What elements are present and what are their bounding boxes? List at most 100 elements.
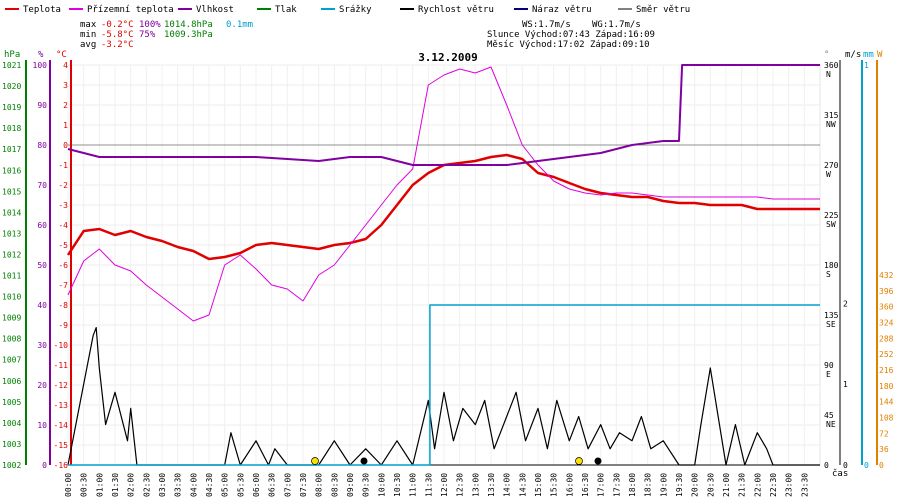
time-tick-15: 07:30 (299, 473, 308, 497)
stat-max-rain: 0.1mm (226, 20, 253, 30)
moonset-icon (360, 457, 368, 465)
time-tick-14: 07:00 (283, 473, 292, 497)
moonrise-icon (594, 457, 602, 465)
temp-tick-5: -1 (58, 161, 68, 170)
time-tick-19: 09:30 (362, 473, 371, 497)
time-tick-12: 06:00 (252, 473, 261, 497)
stat-min-press: 1009.3hPa (164, 30, 213, 40)
stat-max-press: 1014.8hPa (164, 20, 213, 30)
legend-label-2: Vlhkost (196, 5, 234, 15)
dir-tick-deg-4: 180 (824, 261, 839, 270)
dir-tick-name-1: NW (826, 120, 836, 129)
hpa-tick-0: 1021 (2, 61, 21, 70)
temp-tick-14: -10 (54, 341, 69, 350)
chart-title: 3.12.2009 (418, 51, 478, 64)
temp-unit-label: °C (56, 50, 67, 60)
time-unit-label: čas (832, 468, 848, 479)
dir-tick-deg-6: 90 (824, 361, 834, 370)
hpa-tick-5: 1016 (2, 166, 21, 175)
dir-tick-name-2: W (826, 170, 831, 179)
mm-tick-1: 0 (864, 461, 869, 470)
time-tick-40: 20:00 (691, 473, 700, 497)
temp-tick-0: 4 (63, 61, 68, 70)
temp-tick-18: -14 (54, 421, 69, 430)
hum-tick-0: 100 (33, 61, 48, 70)
legend-label-0: Teplota (23, 5, 61, 15)
hpa-tick-13: 1008 (2, 335, 21, 344)
mm-unit-label: mm (863, 50, 874, 60)
hum-tick-2: 80 (37, 141, 47, 150)
temp-tick-7: -3 (58, 201, 68, 210)
temp-tick-19: -15 (54, 441, 69, 450)
series-line-2 (67, 64, 820, 166)
time-tick-20: 10:00 (377, 473, 386, 497)
stats-block: max -0.2°C 100% 1014.8hPa 0.1mm min -5.8… (80, 20, 655, 50)
w-tick-6: 216 (879, 366, 894, 375)
hpa-tick-7: 1014 (2, 208, 21, 217)
temp-tick-9: -5 (58, 241, 68, 250)
left-axes: 1021102010191018101710161015101410131012… (2, 60, 72, 470)
time-tick-33: 16:30 (581, 473, 590, 497)
hum-tick-7: 30 (37, 341, 47, 350)
time-tick-45: 22:30 (769, 473, 778, 497)
dir-tick-deg-8: 0 (824, 461, 829, 470)
dir-tick-deg-2: 270 (824, 161, 839, 170)
w-tick-2: 360 (879, 303, 894, 312)
stat-avg-temp: -3.2°C (101, 40, 134, 50)
w-tick-0: 432 (879, 271, 894, 280)
hum-tick-3: 70 (37, 181, 47, 190)
time-tick-17: 08:30 (330, 473, 339, 497)
stat-max-hum: 100% (139, 20, 161, 30)
hpa-tick-6: 1015 (2, 187, 21, 196)
time-tick-24: 12:00 (440, 473, 449, 497)
time-tick-9: 04:30 (205, 473, 214, 497)
hum-tick-10: 0 (42, 461, 47, 470)
w-tick-1: 396 (879, 287, 894, 296)
w-tick-11: 36 (879, 445, 889, 454)
series-line-4 (68, 304, 820, 466)
sunrise-icon (311, 457, 319, 465)
dir-tick-deg-3: 225 (824, 211, 839, 220)
hpa-tick-1: 1020 (2, 82, 21, 91)
temp-tick-6: -2 (58, 181, 68, 190)
time-tick-8: 04:00 (189, 473, 198, 497)
w-tick-3: 324 (879, 319, 894, 328)
temp-tick-10: -6 (58, 261, 68, 270)
legend-label-5: Rychlost větru (418, 5, 494, 15)
time-tick-2: 01:00 (95, 473, 104, 497)
time-tick-3: 01:30 (111, 473, 120, 497)
time-tick-23: 11:30 (424, 473, 433, 497)
time-tick-4: 02:00 (127, 473, 136, 497)
hum-unit-label: % (38, 50, 44, 60)
hum-tick-8: 20 (37, 381, 47, 390)
temp-tick-4: 0 (63, 141, 68, 150)
time-tick-27: 13:30 (487, 473, 496, 497)
hpa-tick-14: 1007 (2, 356, 21, 365)
time-tick-42: 21:00 (722, 473, 731, 497)
ms-tick-2: 0 (843, 461, 848, 470)
dir-tick-name-5: SE (826, 320, 836, 329)
legend: Teplota Přízemní teplota Vlhkost Tlak Srážky… (5, 5, 690, 15)
grid (67, 64, 821, 466)
time-tick-1: 00:30 (80, 473, 89, 497)
time-tick-29: 14:30 (518, 473, 527, 497)
time-tick-38: 19:00 (659, 473, 668, 497)
temp-tick-16: -12 (54, 381, 69, 390)
dir-tick-deg-0: 360 (824, 61, 839, 70)
dir-unit-label: ° (824, 50, 829, 60)
w-tick-10: 72 (879, 429, 889, 438)
time-tick-21: 10:30 (393, 473, 402, 497)
time-tick-6: 03:00 (158, 473, 167, 497)
temp-tick-3: 1 (63, 121, 68, 130)
w-tick-4: 288 (879, 334, 894, 343)
w-tick-9: 108 (879, 414, 894, 423)
time-tick-39: 19:30 (675, 473, 684, 497)
hum-tick-5: 50 (37, 261, 47, 270)
hum-tick-1: 90 (37, 101, 47, 110)
time-tick-47: 23:30 (800, 473, 809, 497)
hum-tick-6: 40 (37, 301, 47, 310)
time-tick-41: 20:30 (706, 473, 715, 497)
hpa-tick-11: 1010 (2, 293, 21, 302)
hpa-tick-19: 1002 (2, 461, 21, 470)
